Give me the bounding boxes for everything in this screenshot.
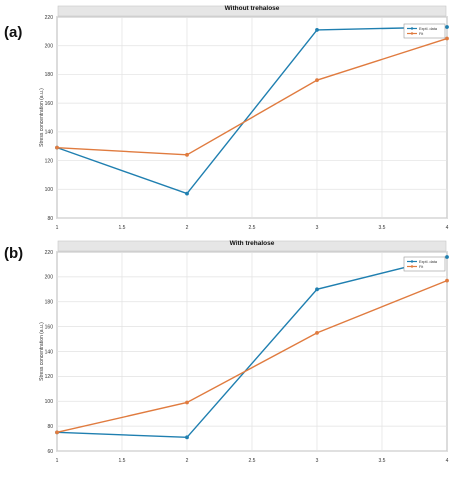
series-line-2 <box>56 279 448 434</box>
y-tick-label: 160 <box>45 324 54 330</box>
y-axis-label: Stress concentration (a.u.) <box>39 322 45 381</box>
data-point <box>315 330 319 335</box>
data-point <box>185 400 189 405</box>
x-tick-label: 3.5 <box>379 225 386 231</box>
series-line-2 <box>56 37 448 156</box>
data-point <box>315 78 319 83</box>
y-tick-label: 60 <box>47 449 53 455</box>
data-point <box>445 255 449 259</box>
y-tick-label: 200 <box>45 44 54 50</box>
y-tick-label: 220 <box>45 250 54 256</box>
panel-label-a: (a) <box>4 24 23 41</box>
data-point <box>445 25 449 29</box>
legend-box <box>403 256 446 272</box>
x-tick-label: 2 <box>186 458 189 464</box>
y-tick-label: 100 <box>45 187 54 193</box>
x-tick-label: 3 <box>316 225 319 231</box>
data-point <box>55 145 59 150</box>
x-tick-label: 4 <box>446 458 449 464</box>
chart-b-svg: 1 1.5 2 2.5 3 3.5 4 60 80 100 120 140 160 180 200 220 St… <box>39 240 449 464</box>
legend-marker <box>410 265 414 268</box>
y-tick-label: 100 <box>45 399 54 405</box>
series-line-1 <box>56 256 448 439</box>
data-point <box>315 28 319 32</box>
y-tick-label: 120 <box>45 158 54 164</box>
legend-marker <box>410 260 414 263</box>
legend-box <box>403 23 446 39</box>
legend-marker <box>410 32 414 35</box>
legend-label: Fit <box>419 265 424 269</box>
y-tick-label: 220 <box>45 15 54 21</box>
data-point <box>185 152 189 157</box>
x-tick-label: 2.5 <box>249 458 256 464</box>
chart-title: With trehalose <box>230 240 275 247</box>
title-bar <box>57 240 447 252</box>
x-tick-label: 2.5 <box>249 225 256 231</box>
x-tick-label: 2 <box>186 225 189 231</box>
x-tick-label: 1.5 <box>119 458 126 464</box>
y-tick-label: 180 <box>45 300 54 306</box>
y-tick-label: 120 <box>45 374 54 380</box>
x-tick-label: 1.5 <box>119 225 126 231</box>
legend-label: Exptl. data <box>419 260 438 264</box>
chart-panel-a: (a) 1 1.5 2 2.5 3 3.5 4 80 100 120 140 160 180 200 220… <box>0 0 474 235</box>
title-bar <box>57 5 447 17</box>
y-tick-label: 180 <box>45 72 54 78</box>
series-line-1 <box>56 26 448 195</box>
x-tick-label: 4 <box>446 225 449 231</box>
data-point <box>185 191 189 196</box>
chart-title: Without trehalose <box>225 5 280 12</box>
y-tick-label: 140 <box>45 349 54 355</box>
legend-marker <box>410 27 414 30</box>
legend-label: Exptl. data <box>419 27 438 31</box>
legend-label: Fit <box>419 32 424 36</box>
y-tick-label: 200 <box>45 275 54 281</box>
x-tick-label: 1 <box>56 225 59 231</box>
y-tick-label: 160 <box>45 101 54 107</box>
y-tick-label: 80 <box>47 424 53 430</box>
data-point <box>445 36 449 41</box>
data-point <box>55 430 59 435</box>
y-axis-label: Stress concentration (a.u.) <box>39 88 45 147</box>
panel-label-b: (b) <box>4 245 24 262</box>
chart-a-svg: 1 1.5 2 2.5 3 3.5 4 80 100 120 140 160 180 200 220 Stre… <box>39 5 449 231</box>
x-tick-label: 1 <box>56 458 59 464</box>
y-tick-label: 140 <box>45 130 54 136</box>
chart-panel-b: (b) 1 1.5 2 2.5 3 3.5 4 60 80 100 120 140 160 180 200 2… <box>0 237 474 474</box>
data-point <box>445 278 449 283</box>
data-point <box>315 287 319 292</box>
data-point <box>185 435 189 440</box>
x-tick-label: 3.5 <box>379 458 386 464</box>
y-tick-label: 80 <box>47 216 53 222</box>
x-tick-label: 3 <box>316 458 319 464</box>
